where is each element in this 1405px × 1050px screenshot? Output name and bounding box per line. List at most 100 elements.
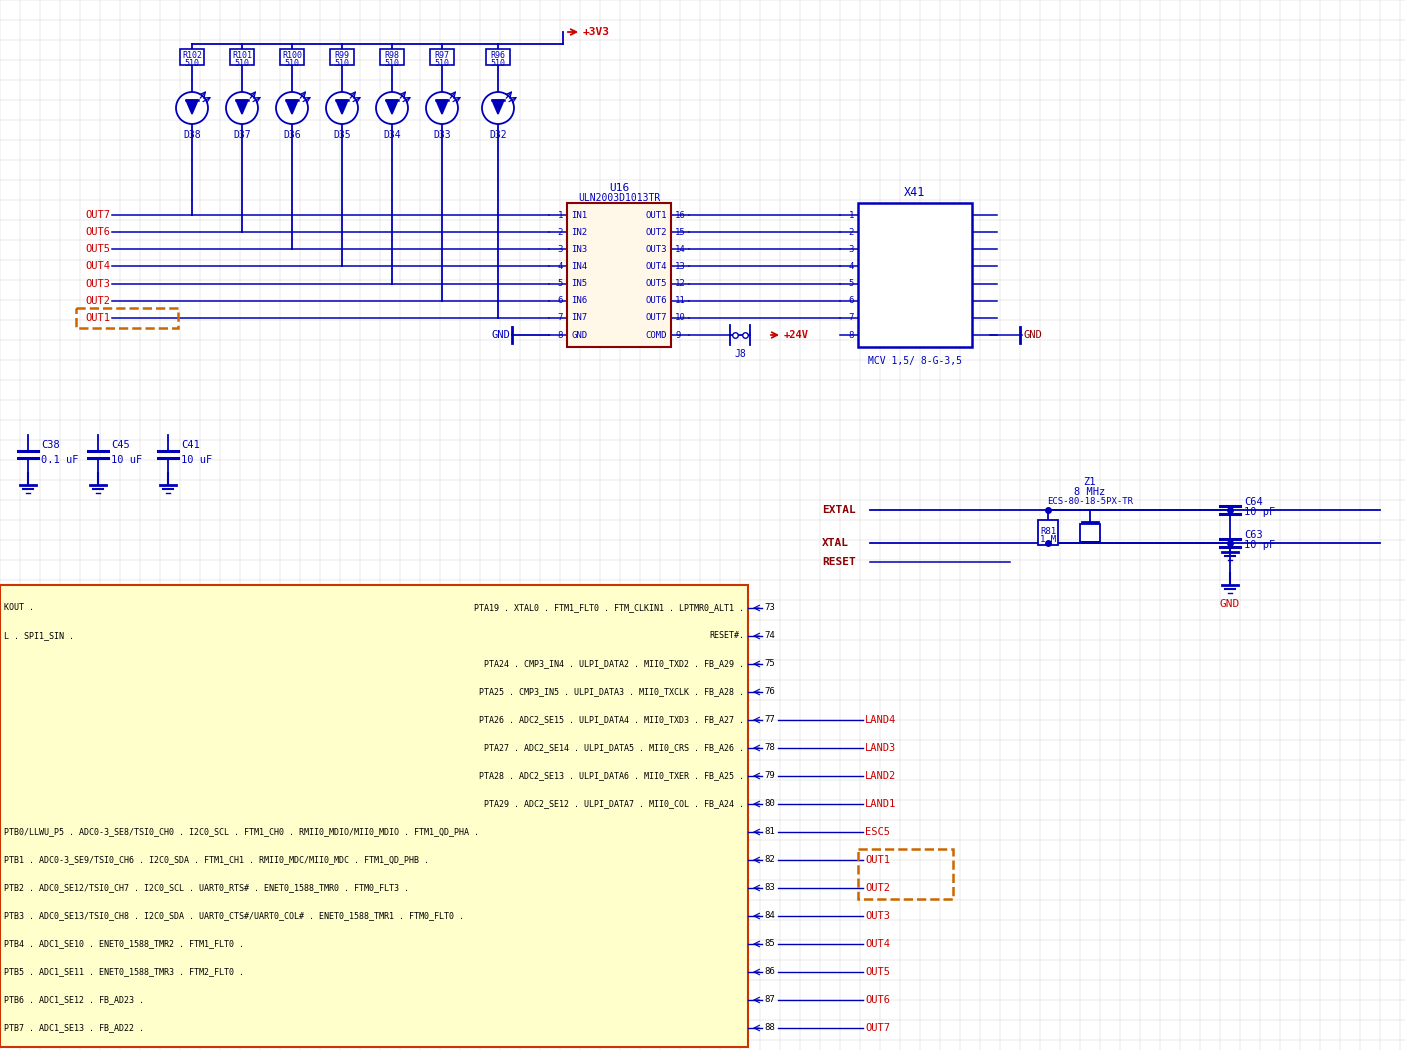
Text: IN1: IN1 — [570, 210, 587, 219]
Text: 79: 79 — [764, 772, 774, 780]
Text: OUT4: OUT4 — [865, 939, 889, 949]
Text: PTB0/LLWU_P5 . ADC0-3_SE8/TSI0_CH0 . I2C0_SCL . FTM1_CH0 . RMII0_MDIO/MII0_MDIO : PTB0/LLWU_P5 . ADC0-3_SE8/TSI0_CH0 . I2C… — [4, 827, 479, 837]
Text: MCV 1,5/ 8-G-3,5: MCV 1,5/ 8-G-3,5 — [868, 356, 962, 366]
Text: 11: 11 — [674, 296, 686, 306]
Text: C41: C41 — [181, 440, 200, 450]
Bar — [379, 49, 405, 65]
Text: ESC5: ESC5 — [865, 827, 889, 837]
Text: OUT6: OUT6 — [84, 227, 110, 237]
Text: XTAL: XTAL — [822, 538, 849, 548]
Text: 2: 2 — [558, 228, 563, 236]
Text: PTA29 . ADC2_SE12 . ULPI_DATA7 . MII0_COL . FB_A24 .: PTA29 . ADC2_SE12 . ULPI_DATA7 . MII0_CO… — [483, 799, 745, 808]
Text: R81: R81 — [1040, 527, 1057, 537]
Text: R102: R102 — [183, 50, 202, 60]
Text: 16: 16 — [674, 210, 686, 219]
Text: PTB6 . ADC1_SE12 . FB_AD23 .: PTB6 . ADC1_SE12 . FB_AD23 . — [4, 995, 143, 1005]
Text: IN3: IN3 — [570, 245, 587, 254]
Text: PTA28 . ADC2_SE13 . ULPI_DATA6 . MII0_TXER . FB_A25 .: PTA28 . ADC2_SE13 . ULPI_DATA6 . MII0_TX… — [479, 772, 745, 780]
Text: 8: 8 — [558, 331, 563, 339]
Text: OUT3: OUT3 — [645, 245, 667, 254]
Text: OUT3: OUT3 — [865, 911, 889, 921]
Text: IN2: IN2 — [570, 228, 587, 236]
Text: 13: 13 — [674, 261, 686, 271]
Text: GND: GND — [570, 331, 587, 339]
Text: 8: 8 — [849, 331, 854, 339]
Text: OUT7: OUT7 — [84, 210, 110, 220]
Text: 87: 87 — [764, 995, 774, 1005]
Text: C63: C63 — [1243, 530, 1263, 540]
Polygon shape — [287, 100, 298, 114]
Text: OUT7: OUT7 — [645, 313, 667, 322]
Text: OUT1: OUT1 — [865, 855, 889, 865]
Text: OUT2: OUT2 — [645, 228, 667, 236]
Text: D33: D33 — [433, 130, 451, 140]
Text: D34: D34 — [384, 130, 400, 140]
Text: GND: GND — [1220, 598, 1241, 609]
Text: 10 pF: 10 pF — [1243, 540, 1276, 550]
Text: 3: 3 — [558, 245, 563, 254]
Circle shape — [426, 92, 458, 124]
Text: 12: 12 — [674, 279, 686, 288]
Text: 78: 78 — [764, 743, 774, 753]
Circle shape — [275, 92, 308, 124]
Text: COMD: COMD — [645, 331, 667, 339]
Text: R99: R99 — [334, 50, 350, 60]
Text: X41: X41 — [905, 187, 926, 200]
Text: PTA19 . XTAL0 . FTM1_FLT0 . FTM_CLKIN1 . LPTMR0_ALT1 .: PTA19 . XTAL0 . FTM1_FLT0 . FTM_CLKIN1 .… — [473, 604, 745, 612]
Text: 510: 510 — [334, 59, 350, 67]
Circle shape — [377, 92, 407, 124]
Text: 1 M: 1 M — [1040, 536, 1057, 545]
Text: D38: D38 — [183, 130, 201, 140]
Text: 0.1 uF: 0.1 uF — [41, 455, 79, 465]
Text: GND: GND — [1024, 330, 1043, 340]
Bar — [430, 49, 454, 65]
Text: 10: 10 — [674, 313, 686, 322]
Bar — [330, 49, 354, 65]
Text: C38: C38 — [41, 440, 60, 450]
Bar — [230, 49, 254, 65]
Text: PTA26 . ADC2_SE15 . ULPI_DATA4 . MII0_TXD3 . FB_A27 .: PTA26 . ADC2_SE15 . ULPI_DATA4 . MII0_TX… — [479, 715, 745, 724]
Text: PTB4 . ADC1_SE10 . ENET0_1588_TMR2 . FTM1_FLT0 .: PTB4 . ADC1_SE10 . ENET0_1588_TMR2 . FTM… — [4, 940, 244, 948]
Text: 1: 1 — [849, 210, 854, 219]
Text: D35: D35 — [333, 130, 351, 140]
Text: 77: 77 — [764, 715, 774, 724]
Text: 80: 80 — [764, 799, 774, 808]
Bar — [858, 203, 972, 346]
Polygon shape — [436, 100, 448, 114]
Text: OUT5: OUT5 — [865, 967, 889, 977]
Text: 86: 86 — [764, 967, 774, 977]
Bar — [1080, 524, 1100, 542]
Text: 510: 510 — [490, 59, 506, 67]
Bar — [0, 585, 747, 1047]
Text: 73: 73 — [764, 604, 774, 612]
Text: 4: 4 — [849, 261, 854, 271]
Text: R97: R97 — [434, 50, 450, 60]
Text: 9: 9 — [674, 331, 680, 339]
Text: PTB1 . ADC0-3_SE9/TSI0_CH6 . I2C0_SDA . FTM1_CH1 . RMII0_MDC/MII0_MDC . FTM1_QD_: PTB1 . ADC0-3_SE9/TSI0_CH6 . I2C0_SDA . … — [4, 856, 429, 864]
Text: 84: 84 — [764, 911, 774, 921]
Text: 8 MHz: 8 MHz — [1075, 487, 1106, 497]
Text: C64: C64 — [1243, 497, 1263, 507]
Text: OUT1: OUT1 — [645, 210, 667, 219]
Text: OUT4: OUT4 — [84, 261, 110, 272]
Text: 75: 75 — [764, 659, 774, 669]
Text: 4: 4 — [558, 261, 563, 271]
Text: 3: 3 — [849, 245, 854, 254]
Polygon shape — [492, 100, 504, 114]
Text: OUT3: OUT3 — [84, 278, 110, 289]
Text: OUT7: OUT7 — [865, 1023, 889, 1033]
Polygon shape — [336, 100, 348, 114]
Text: 81: 81 — [764, 827, 774, 837]
Polygon shape — [386, 100, 398, 114]
Text: OUT2: OUT2 — [865, 883, 889, 892]
Text: 1: 1 — [558, 210, 563, 219]
Text: 6: 6 — [849, 296, 854, 306]
Text: RESET#.: RESET#. — [710, 631, 745, 640]
Text: RESET: RESET — [822, 556, 856, 567]
Text: 88: 88 — [764, 1024, 774, 1032]
Text: ECS-80-18-5PX-TR: ECS-80-18-5PX-TR — [1047, 498, 1132, 506]
Text: LAND1: LAND1 — [865, 799, 896, 808]
Text: IN7: IN7 — [570, 313, 587, 322]
Text: KOUT .: KOUT . — [4, 604, 34, 612]
Text: 7: 7 — [849, 313, 854, 322]
